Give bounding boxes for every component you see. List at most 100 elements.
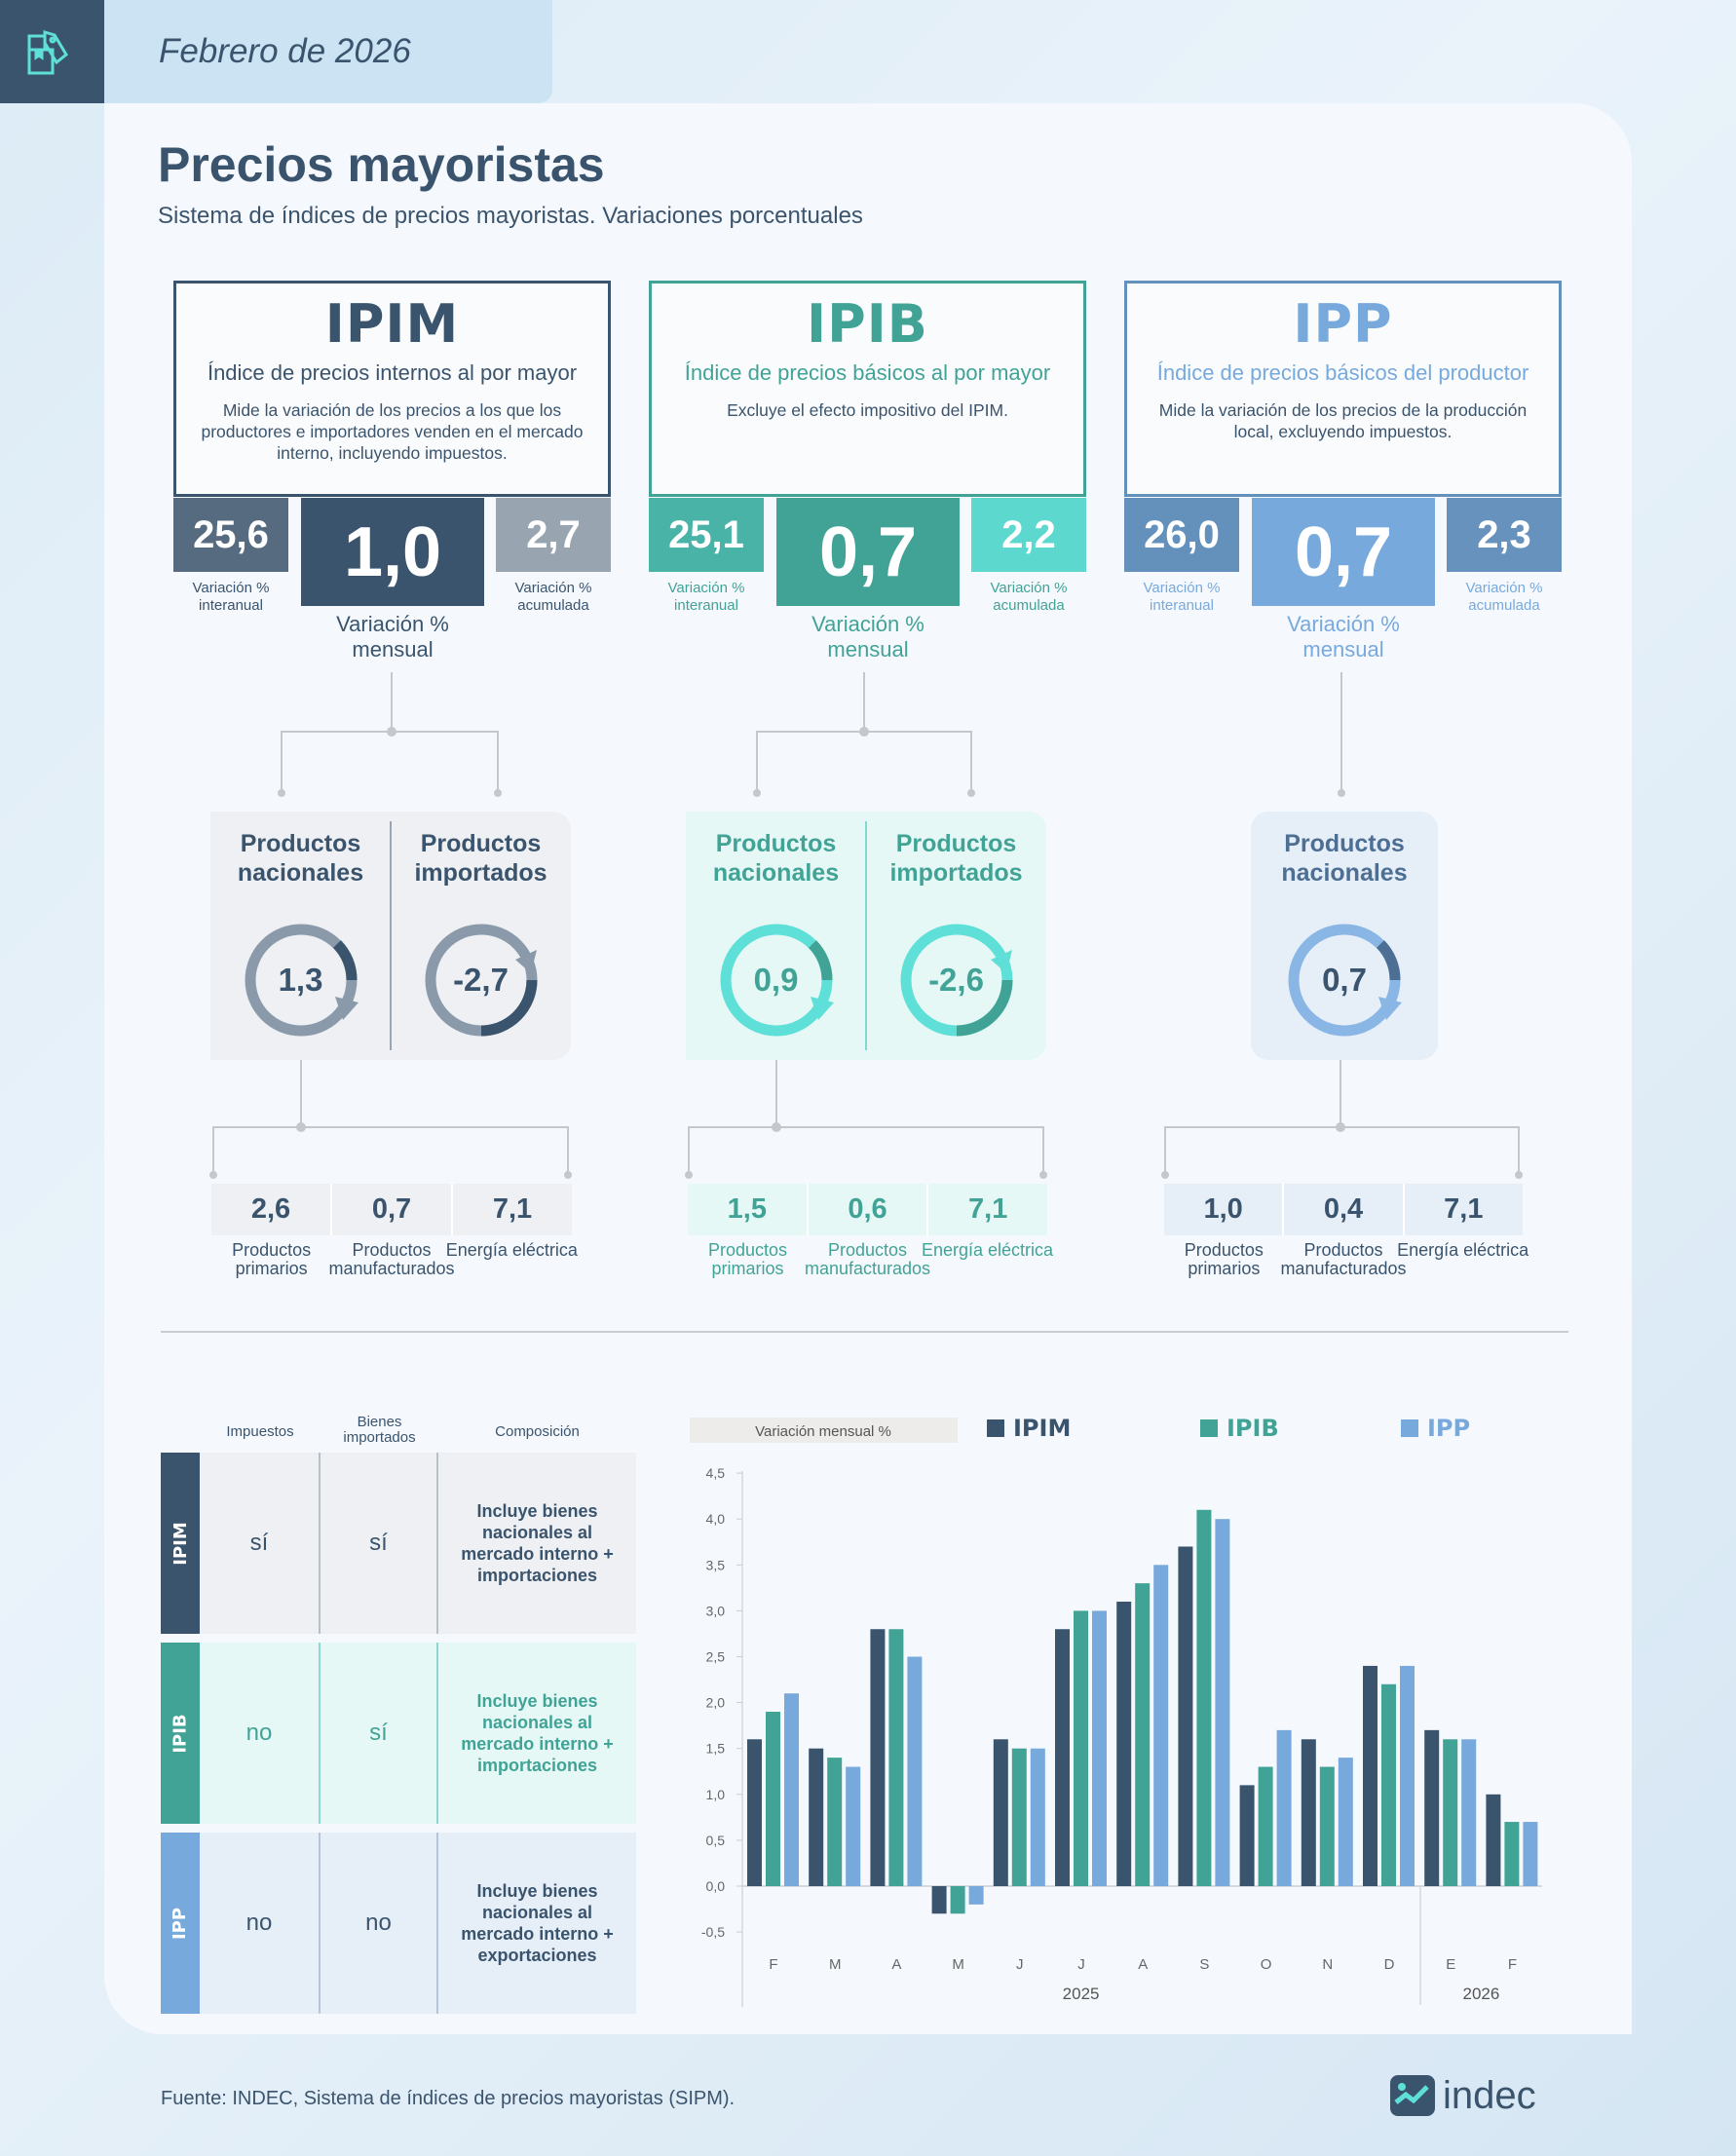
ipib-category-value: -2,6 (928, 962, 984, 998)
ipp-subcategory-value: 0,4 (1284, 1184, 1405, 1235)
ipib-subcategory-value: 7,1 (968, 1193, 1008, 1225)
row-index-label: IPP (161, 1833, 200, 2014)
ipim-subcategory-value: 7,1 (492, 1193, 533, 1225)
ring-segment (332, 940, 358, 981)
connector-dot (564, 1171, 572, 1179)
bar-ipim (1424, 1729, 1440, 1886)
connector (281, 731, 499, 793)
indec-logo: indec (1388, 2073, 1536, 2118)
bar-ipp (1523, 1822, 1538, 1886)
bar-ipim (747, 1739, 762, 1886)
y-tick-label: 4,0 (706, 1511, 726, 1527)
ipib-category-panel: Productos nacionales 0,9 Productos importa… (686, 812, 1046, 1060)
ipib-category-value: 0,9 (753, 962, 799, 998)
y-tick-label: 0,0 (706, 1878, 726, 1894)
header-impuestos: Impuestos (226, 1423, 294, 1440)
ipib-category-label: Productos importados (889, 830, 1023, 887)
ipib-subcategory-label: Productos primarios (707, 1240, 788, 1278)
ipim-mensual-value: 1,0 (301, 498, 484, 606)
cell-composicion: Incluye bienes nacionales al mercado int… (438, 1453, 636, 1634)
ipib-category-label: Productos nacionales (712, 830, 840, 887)
bar-ipim (931, 1886, 947, 1914)
connector-dot (209, 1171, 217, 1179)
year-label: 2025 (1063, 1985, 1100, 2003)
cell-importados: no (321, 1833, 438, 2014)
panel-divider (865, 821, 867, 1050)
source-note: Fuente: INDEC, Sistema de índices de pre… (161, 2088, 736, 2109)
ipim-card: IPIM Índice de precios internos al por ma… (173, 281, 611, 497)
ipp-acumulada-label: Variación % acumulada (1465, 580, 1543, 614)
bar-ipim (1116, 1601, 1132, 1886)
ipp-subcategories: 1,0 0,4 7,1 (1164, 1184, 1523, 1235)
ipp-card: IPP Índice de precios básicos del product… (1124, 281, 1562, 497)
ipib-interanual-value: 25,1 (649, 498, 764, 572)
bar-ipib (766, 1712, 780, 1886)
ipp-category-label: Productos nacionales (1281, 830, 1408, 887)
legend-label-ipim: IPIM (1013, 1415, 1071, 1442)
legend-swatch-ipp (1401, 1419, 1418, 1437)
x-tick-label: M (829, 1956, 842, 1973)
ipib-acronym: IPIB (807, 293, 928, 355)
page-subtitle: Sistema de índices de precios mayoristas… (158, 203, 863, 229)
ipp-interanual-value: 26,0 (1124, 498, 1239, 572)
x-tick-label: D (1384, 1956, 1395, 1973)
table-row: IPP no no Incluye bienes nacionales al merc… (161, 1833, 636, 2014)
ipim-category-value: 1,3 (278, 962, 323, 998)
y-tick-label: 0,5 (706, 1833, 726, 1848)
connector-dot (967, 789, 975, 797)
ipp-subcategory-label: Energía eléctrica (1397, 1240, 1529, 1260)
bar-ipib (1319, 1766, 1335, 1886)
bar-ipp (1215, 1519, 1230, 1886)
bar-ipp (846, 1766, 861, 1886)
bar-ipib (1135, 1583, 1151, 1886)
bar-ipim (1239, 1785, 1255, 1886)
ipim-full-name: Índice de precios internos al por mayor (207, 360, 578, 385)
row-index-label: IPIM (161, 1453, 200, 1634)
x-tick-label: F (1508, 1956, 1517, 1973)
bar-ipim (809, 1748, 824, 1886)
ipim-interanual-value: 25,6 (173, 498, 288, 572)
page-title: Precios mayoristas (158, 137, 605, 192)
arrow-head (810, 997, 834, 1020)
bar-ipib (1011, 1748, 1027, 1886)
cycle-arrow-icon (720, 924, 834, 1037)
ipp-description: Mide la variación de los precios de la p… (1158, 400, 1528, 441)
x-tick-label: M (952, 1956, 964, 1973)
bar-ipim (1178, 1546, 1193, 1886)
indec-logo-icon (1390, 2075, 1435, 2116)
ipim-subcategory-value: 2,6 (211, 1184, 332, 1235)
ipib-description: Excluye el efecto impositivo del IPIM. (727, 400, 1008, 420)
bar-ipib (950, 1886, 965, 1914)
price-tag-box-icon (0, 0, 104, 103)
ipim-subcategory-label: Productos primarios (232, 1240, 312, 1278)
ipim-mensual-label: Variación % mensual (336, 612, 449, 662)
legend-label-ipib: IPIB (1227, 1415, 1279, 1442)
x-tick-label: A (1138, 1956, 1148, 1973)
ipib-subcategory-label: Energía eléctrica (921, 1240, 1054, 1260)
bar-ipim (1301, 1739, 1316, 1886)
ipib-acumulada-label: Variación % acumulada (990, 580, 1068, 614)
x-tick-label: E (1446, 1956, 1455, 1973)
chart-title-box (690, 1418, 958, 1443)
connector-dot (1338, 789, 1345, 797)
ring-segment (956, 979, 1012, 1037)
bar-ipib (1196, 1509, 1212, 1886)
x-tick-label: S (1199, 1956, 1209, 1973)
connector-dot (1039, 1171, 1047, 1179)
cell-impuestos: no (200, 1833, 321, 2014)
ipim-category-panel: Productos nacionales 1,3 Productos importa… (210, 812, 571, 1060)
cell-impuestos: sí (200, 1453, 321, 1634)
ipib-subcategory-value: 1,5 (688, 1184, 809, 1235)
ipib-mensual-value: 0,7 (776, 498, 960, 606)
row-index-label: IPIB (161, 1643, 200, 1824)
connector (212, 1126, 569, 1175)
ipim-description: Mide la variación de los precios a los q… (201, 400, 584, 463)
ipim-category-label: Productos nacionales (237, 830, 364, 887)
ipp-subcategory-value: 7,1 (1444, 1193, 1484, 1225)
bar-ipim (993, 1739, 1008, 1886)
bar-ipp (968, 1886, 984, 1905)
ipim-acumulada-value: 2,7 (496, 498, 611, 572)
connector-lines (209, 672, 1523, 1179)
y-tick-label: 3,0 (706, 1603, 726, 1618)
bar-ipim (870, 1629, 886, 1886)
